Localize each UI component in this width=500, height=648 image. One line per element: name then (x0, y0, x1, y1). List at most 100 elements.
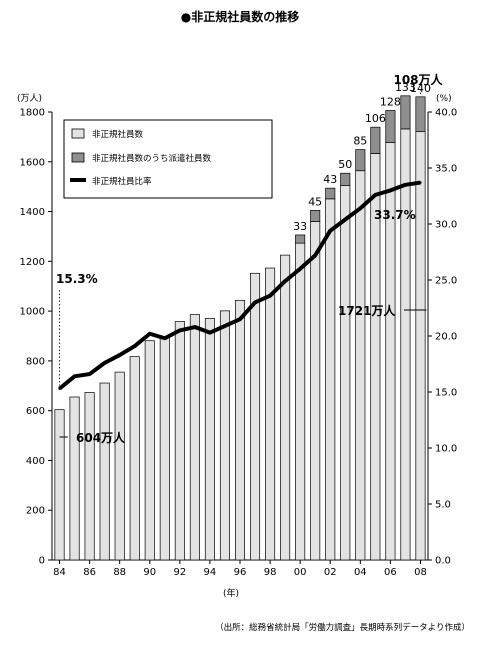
x-tick-label: 96 (234, 567, 247, 578)
y-right-tick-label: 15.0 (435, 388, 457, 399)
annotations: 15.3% 604万人 108万人 33.7% 1721万人 (56, 72, 444, 445)
y-right-tick-label: 35.0 (435, 164, 457, 175)
bar-nonregular (84, 392, 95, 561)
bar-nonregular (219, 310, 230, 561)
x-tick-label: 84 (53, 567, 66, 578)
legend-label-ratio: 非正規社員比率 (92, 176, 152, 187)
bar-dispatch (385, 110, 396, 143)
axes: 0200400600800100012001400160018000.05.01… (20, 108, 458, 579)
y-left-tick-label: 800 (26, 356, 45, 367)
ratio-point (178, 329, 182, 332)
y-right-tick-label: 10.0 (435, 444, 457, 455)
x-tick-label: 86 (83, 567, 96, 578)
ratio-point (148, 332, 151, 335)
bar-nonregular (99, 382, 110, 561)
legend-box (63, 119, 273, 199)
ratio-point (208, 331, 212, 334)
bar-nonregular (189, 314, 200, 561)
annotation-15-3: 15.3% (56, 272, 98, 286)
ratio-point (389, 189, 392, 192)
ratio-point (163, 337, 166, 340)
y-right-tick-label: 30.0 (435, 220, 457, 231)
ratio-point (223, 324, 227, 328)
bar-dispatch (310, 209, 321, 222)
y-left-tick-label: 1600 (20, 157, 45, 168)
dispatch-value-label: 43 (323, 173, 337, 186)
chart-title: ●非正規社員数の推移 (181, 9, 299, 24)
y-left-tick-label: 400 (26, 456, 45, 467)
bar-nonregular (295, 242, 306, 561)
legend-label-nonregular: 非正規社員数 (92, 129, 144, 140)
ratio-point (268, 294, 272, 297)
y-left-unit: (万人) (17, 93, 42, 104)
y-right-unit: (%) (436, 94, 452, 104)
bar-nonregular (129, 356, 140, 561)
ratio-point (359, 207, 362, 210)
y-left-tick-label: 1200 (20, 257, 45, 268)
ratio-point (374, 193, 377, 197)
y-right-tick-label: 25.0 (435, 276, 457, 287)
dispatch-value-label: 45 (308, 195, 322, 208)
bars (54, 95, 426, 561)
x-tick-label: 90 (143, 567, 156, 578)
bar-nonregular (280, 254, 291, 561)
bar-nonregular (385, 142, 396, 561)
ratio-point (238, 318, 242, 321)
ratio-point (329, 229, 332, 232)
bar-nonregular (415, 131, 426, 561)
x-tick-label: 98 (264, 567, 277, 578)
bar-dispatch (415, 96, 426, 133)
ratio-point (404, 183, 407, 186)
bar-nonregular (159, 336, 170, 561)
bar-nonregular (114, 371, 125, 561)
ratio-point (193, 325, 197, 329)
ratio-point (103, 361, 106, 365)
ratio-point (298, 267, 302, 270)
annotation-108: 108万人 (393, 72, 443, 87)
ratio-point (283, 279, 287, 283)
bar-nonregular (250, 272, 261, 561)
y-left-tick-label: 1000 (20, 307, 45, 318)
bar-dispatch (340, 172, 351, 187)
y-right-tick-label: 20.0 (435, 332, 457, 343)
ratio-line (58, 180, 422, 391)
x-tick-label: 94 (204, 567, 217, 578)
legend-swatch-nonregular (71, 128, 85, 139)
ratio-point (133, 344, 136, 348)
bar-dispatch (325, 187, 336, 200)
x-unit: (年) (223, 587, 239, 599)
legend-swatch-dispatch (71, 152, 85, 163)
dispatch-value-label: 128 (380, 96, 401, 109)
ratio-point (253, 301, 257, 304)
bar-nonregular (310, 221, 321, 561)
annotation-33-7: 33.7% (374, 208, 416, 222)
dispatch-value-label: 106 (365, 112, 386, 125)
bar-nonregular (265, 267, 276, 561)
bar-nonregular (400, 128, 411, 561)
x-tick-label: 88 (113, 567, 126, 578)
dispatch-value-label: 133 (395, 81, 416, 94)
annotation-604: 604万人 (76, 430, 126, 445)
x-tick-label: 92 (173, 567, 186, 578)
bar-nonregular (144, 340, 155, 561)
ratio-point (88, 372, 91, 376)
bar-nonregular (54, 409, 65, 561)
ratio-point (314, 254, 317, 257)
y-right-tick-label: 40.0 (435, 108, 457, 119)
legend-label-dispatch: 非正規社員数のうち派遣社員数 (92, 153, 212, 164)
annotation-1721: 1721万人 (338, 303, 396, 318)
dispatch-value-label: 85 (353, 135, 367, 148)
bar-nonregular (355, 170, 366, 561)
x-tick-label: 02 (324, 567, 337, 578)
bar-nonregular (204, 317, 215, 561)
bar-nonregular (234, 300, 246, 561)
ratio-point (58, 387, 61, 390)
bar-dispatch (355, 149, 366, 172)
ratio-point (118, 353, 121, 357)
x-tick-label: 00 (294, 567, 307, 578)
x-tick-label: 06 (384, 567, 397, 578)
dispatch-value-label: 33 (293, 220, 307, 233)
x-tick-label: 04 (354, 567, 367, 578)
ratio-point (344, 218, 347, 221)
